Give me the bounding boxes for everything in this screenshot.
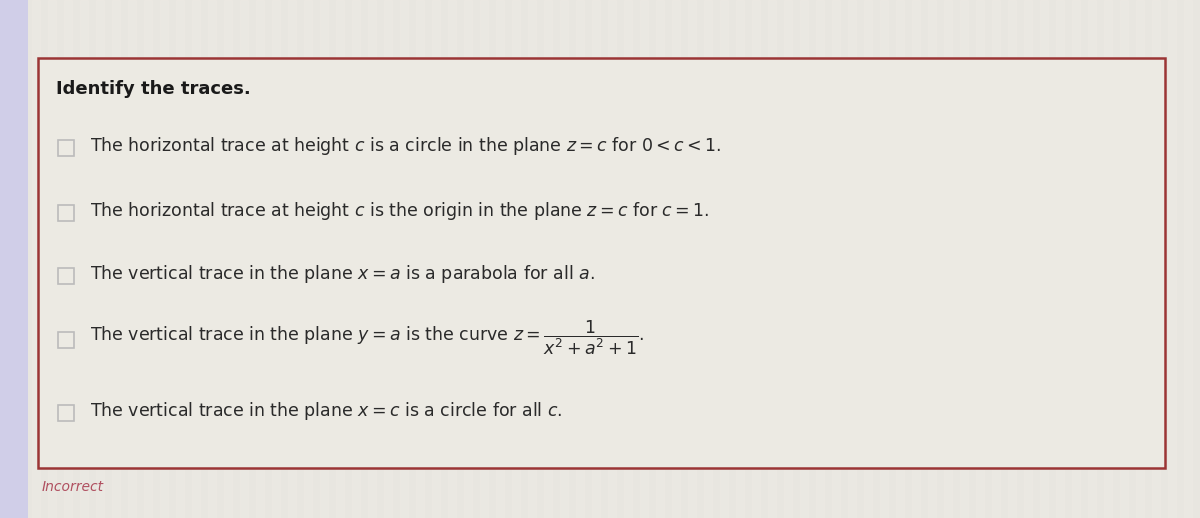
FancyBboxPatch shape [58,268,74,284]
Text: The horizontal trace at height $c$ is a circle in the plane $z = c$ for $0 < c <: The horizontal trace at height $c$ is a … [90,135,721,157]
Bar [992,0,1000,518]
Bar [592,0,600,518]
Bar [448,0,456,518]
Bar [816,0,824,518]
Bar [1008,0,1016,518]
Bar [1056,0,1064,518]
Bar [432,0,440,518]
Bar [544,0,552,518]
Text: The horizontal trace at height $c$ is the origin in the plane $z = c$ for $c = 1: The horizontal trace at height $c$ is th… [90,200,709,222]
Bar [288,0,296,518]
Bar [800,0,808,518]
Bar [320,0,328,518]
Bar [656,0,664,518]
Bar [768,0,776,518]
Bar [1104,0,1112,518]
Bar [752,0,760,518]
Bar [400,0,408,518]
Bar [144,0,152,518]
Bar [1024,0,1032,518]
Bar [864,0,872,518]
Bar [304,0,312,518]
Bar [496,0,504,518]
Bar [208,0,216,518]
Bar [1168,0,1176,518]
Bar [512,0,520,518]
Bar [848,0,856,518]
Bar [112,0,120,518]
Bar [272,0,280,518]
Bar [960,0,968,518]
Bar [880,0,888,518]
Bar [928,0,936,518]
Bar [256,0,264,518]
Bar [1136,0,1144,518]
Bar [240,0,248,518]
Bar [464,0,472,518]
Bar [528,0,536,518]
Bar [192,0,200,518]
Bar [1088,0,1096,518]
Bar [576,0,584,518]
Bar [480,0,488,518]
FancyBboxPatch shape [58,140,74,156]
Bar [640,0,648,518]
Bar [608,0,616,518]
Bar [384,0,392,518]
Bar [96,0,104,518]
Bar [1152,0,1160,518]
Bar [368,0,376,518]
Bar [976,0,984,518]
FancyBboxPatch shape [58,205,74,221]
Bar [1072,0,1080,518]
Text: The vertical trace in the plane $x = a$ is a parabola for all $a$.: The vertical trace in the plane $x = a$ … [90,263,595,285]
Bar [896,0,904,518]
FancyBboxPatch shape [38,58,1165,468]
Bar [912,0,920,518]
Bar [720,0,728,518]
Bar [704,0,712,518]
FancyBboxPatch shape [58,332,74,348]
Bar [80,0,88,518]
Bar [336,0,344,518]
Bar [48,0,56,518]
Bar [1120,0,1128,518]
Bar [160,0,168,518]
Bar [1040,0,1048,518]
Bar [688,0,696,518]
FancyBboxPatch shape [58,405,74,421]
Bar [176,0,184,518]
Bar [624,0,632,518]
Bar [0,0,8,518]
FancyBboxPatch shape [0,0,28,518]
Text: Incorrect: Incorrect [42,480,104,494]
Bar [672,0,680,518]
Bar [1184,0,1192,518]
Text: The vertical trace in the plane $x = c$ is a circle for all $c$.: The vertical trace in the plane $x = c$ … [90,400,563,422]
Bar [64,0,72,518]
Bar [352,0,360,518]
Text: The vertical trace in the plane $y = a$ is the curve $z = \dfrac{1}{x^2 + a^2 + : The vertical trace in the plane $y = a$ … [90,319,644,357]
Bar [832,0,840,518]
Bar [560,0,568,518]
Bar [784,0,792,518]
Bar [128,0,136,518]
Bar [32,0,40,518]
Bar [416,0,424,518]
Bar [224,0,232,518]
Bar [736,0,744,518]
Text: Identify the traces.: Identify the traces. [56,80,251,98]
Bar [16,0,24,518]
Bar [944,0,952,518]
